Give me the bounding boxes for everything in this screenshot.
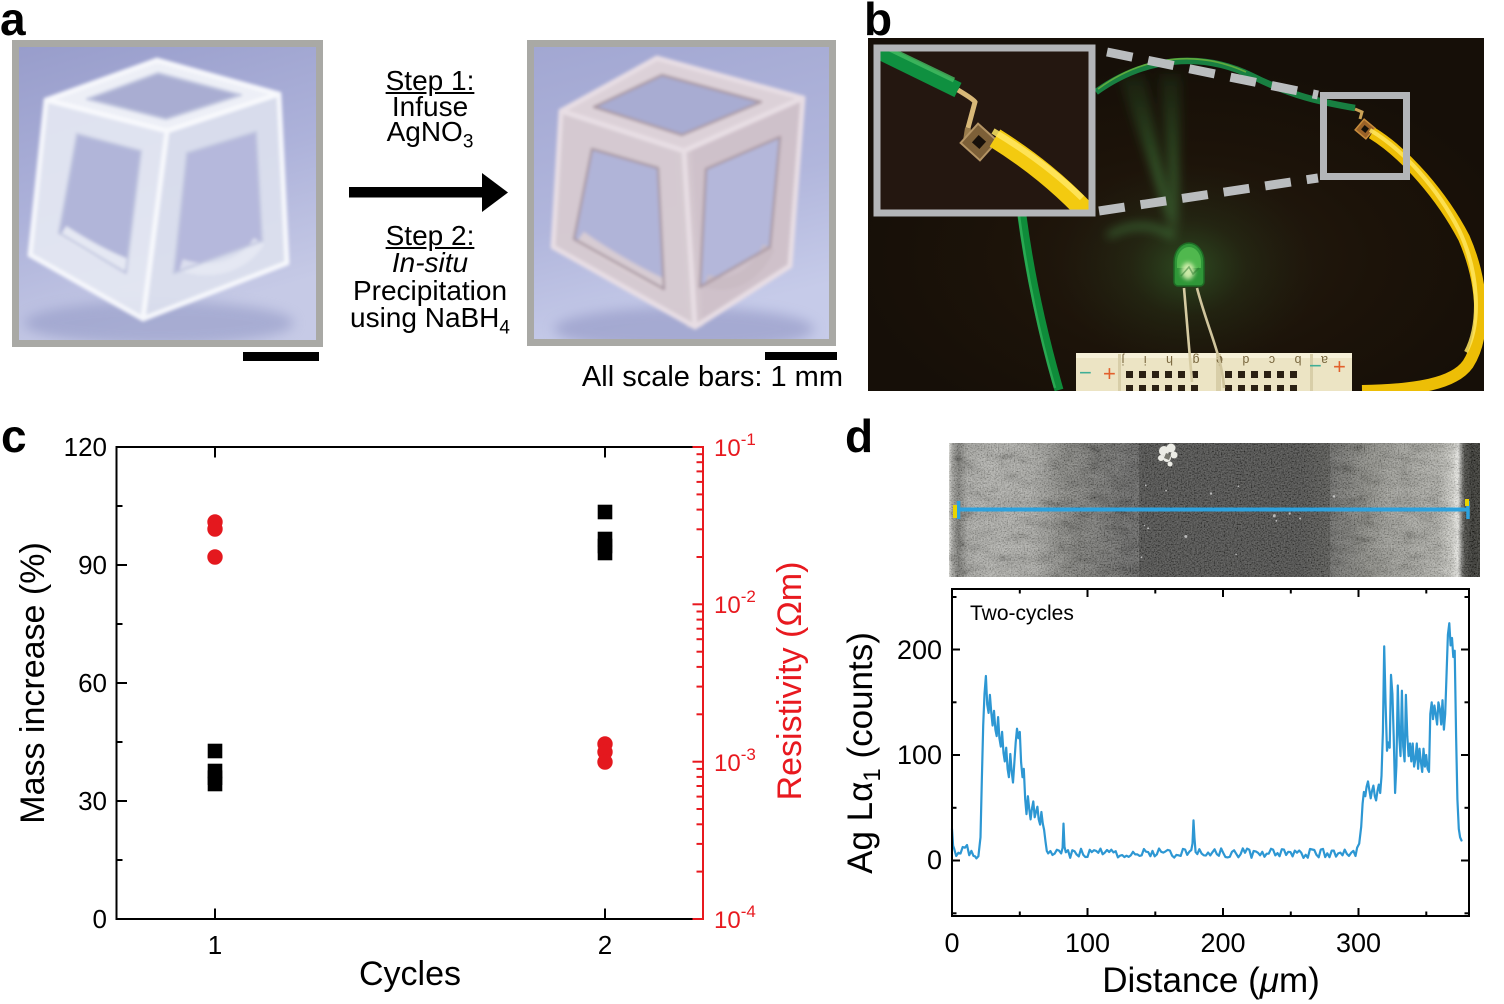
svg-text:60: 60 bbox=[78, 668, 107, 698]
svg-text:200: 200 bbox=[1200, 928, 1245, 958]
svg-text:10-3: 10-3 bbox=[714, 745, 756, 777]
svg-text:300: 300 bbox=[1336, 928, 1381, 958]
svg-text:+: + bbox=[1103, 361, 1116, 386]
svg-text:0: 0 bbox=[944, 928, 959, 958]
svg-text:10-2: 10-2 bbox=[714, 587, 756, 619]
svg-text:100: 100 bbox=[1065, 928, 1110, 958]
svg-text:a b c d e: a b c d e bbox=[1208, 353, 1328, 367]
svg-text:120: 120 bbox=[64, 432, 107, 462]
svg-text:10-1: 10-1 bbox=[714, 430, 756, 462]
svg-text:100: 100 bbox=[897, 740, 942, 770]
svg-text:0: 0 bbox=[927, 845, 942, 875]
svg-text:−: − bbox=[1309, 353, 1322, 378]
svg-text:Mass increase (%): Mass increase (%) bbox=[14, 542, 52, 824]
svg-text:−: − bbox=[1079, 360, 1092, 385]
svg-text:Resistivity (Ωm): Resistivity (Ωm) bbox=[771, 562, 809, 801]
svg-text:f g h i j: f g h i j bbox=[1114, 353, 1223, 367]
svg-text:90: 90 bbox=[78, 550, 107, 580]
svg-text:Ag Lα1 (counts): Ag Lα1 (counts) bbox=[841, 632, 886, 874]
svg-text:30: 30 bbox=[78, 786, 107, 816]
svg-text:0: 0 bbox=[93, 904, 107, 934]
svg-text:1: 1 bbox=[208, 930, 222, 960]
svg-text:Cycles: Cycles bbox=[359, 955, 461, 993]
svg-text:10-4: 10-4 bbox=[714, 902, 756, 934]
svg-text:+: + bbox=[1333, 354, 1346, 379]
svg-text:200: 200 bbox=[897, 635, 942, 665]
svg-text:Two-cycles: Two-cycles bbox=[970, 602, 1074, 625]
svg-text:Distance (μm): Distance (μm) bbox=[1102, 961, 1320, 1000]
svg-text:2: 2 bbox=[598, 930, 612, 960]
